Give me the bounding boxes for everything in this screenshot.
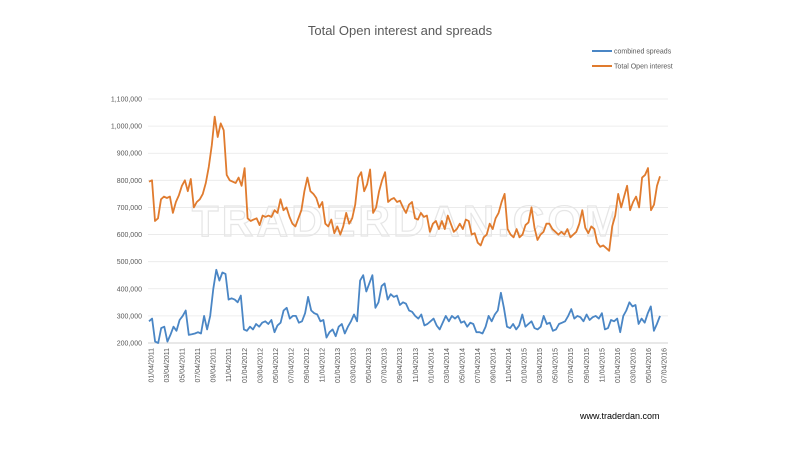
y-tick-label: 800,000 — [117, 178, 142, 185]
x-tick-label: 11/04/2013 — [413, 348, 420, 383]
x-tick-label: 09/04/2015 — [584, 348, 591, 383]
x-tick-label: 01/04/2016 — [615, 348, 622, 383]
x-tick-label: 03/04/2014 — [444, 348, 451, 383]
gridlines — [148, 98, 668, 344]
series-line-total-open-interest — [148, 115, 661, 252]
y-tick-label: 200,000 — [117, 341, 142, 348]
y-tick-label: 500,000 — [117, 259, 142, 266]
y-tick-label: 400,000 — [117, 286, 142, 293]
x-tick-label: 01/04/2013 — [335, 348, 342, 383]
y-tick-label: 1,000,000 — [111, 124, 142, 131]
x-tick-label: 07/04/2013 — [382, 348, 389, 383]
x-tick-label: 11/04/2014 — [506, 348, 513, 383]
y-tick-label: 300,000 — [117, 313, 142, 320]
legend-label-combined-spreads: combined spreads — [614, 49, 672, 56]
x-tick-label: 01/04/2015 — [522, 348, 529, 383]
x-tick-label: 05/04/2014 — [459, 348, 466, 383]
x-tick-label: 05/04/2015 — [553, 348, 560, 383]
y-tick-label: 1,100,000 — [111, 97, 142, 104]
x-axis-ticks: 01/04/2011 03/04/2011 05/04/2011 07/04/2011… — [149, 348, 669, 383]
x-tick-label: 07/04/2016 — [662, 348, 669, 383]
legend-label-total-open-interest: Total Open interest — [614, 64, 673, 71]
x-tick-label: 07/04/2015 — [568, 348, 575, 383]
x-tick-label: 11/04/2011 — [226, 348, 233, 382]
x-tick-label: 07/04/2011 — [195, 348, 202, 383]
x-tick-label: 03/04/2015 — [537, 348, 544, 383]
series-lines — [148, 115, 661, 344]
x-tick-label: 09/04/2014 — [491, 348, 498, 383]
y-axis-ticks: 200,000 300,000 400,000 500,000 600,000 700,0… — [111, 97, 142, 348]
x-tick-label: 09/04/2013 — [397, 348, 404, 383]
legend: combined spreads Total Open interest — [592, 49, 673, 71]
x-tick-label: 05/04/2013 — [366, 348, 373, 383]
y-tick-label: 900,000 — [117, 151, 142, 158]
x-tick-label: 09/04/2011 — [211, 348, 218, 383]
x-tick-label: 09/04/2012 — [304, 348, 311, 383]
watermark: TRADERDAN.COM — [192, 197, 625, 246]
credit-text: www.traderdan.com — [579, 411, 660, 421]
y-tick-label: 700,000 — [117, 205, 142, 212]
x-tick-label: 01/04/2011 — [149, 348, 156, 383]
x-tick-label: 11/04/2015 — [599, 348, 606, 383]
x-tick-label: 07/04/2014 — [475, 348, 482, 383]
x-tick-label: 01/04/2012 — [242, 348, 249, 383]
x-tick-label: 03/04/2016 — [630, 348, 637, 383]
series-line-combined-spreads — [148, 268, 661, 344]
chart-title: Total Open interest and spreads — [308, 23, 493, 38]
x-tick-label: 03/04/2012 — [257, 348, 264, 383]
x-tick-label: 05/04/2012 — [273, 348, 280, 383]
x-tick-label: 03/04/2013 — [351, 348, 358, 383]
x-tick-label: 11/04/2012 — [320, 348, 327, 383]
x-tick-label: 05/04/2016 — [646, 348, 653, 383]
x-tick-label: 03/04/2011 — [164, 348, 171, 383]
x-tick-label: 05/04/2011 — [180, 348, 187, 383]
y-tick-label: 600,000 — [117, 232, 142, 239]
x-tick-label: 07/04/2012 — [288, 348, 295, 383]
x-tick-label: 01/04/2014 — [428, 348, 435, 383]
